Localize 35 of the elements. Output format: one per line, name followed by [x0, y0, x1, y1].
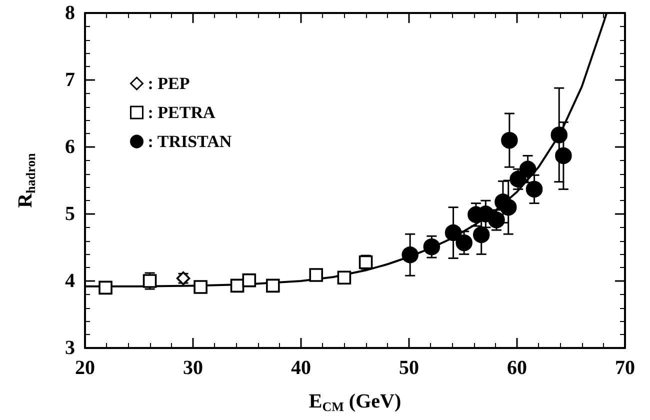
legend-label: : TRISTAN — [148, 132, 232, 151]
point — [230, 278, 244, 293]
y-tick-label: 5 — [65, 203, 75, 225]
point — [555, 147, 572, 164]
y-tick-label: 4 — [65, 270, 75, 292]
point — [98, 280, 112, 295]
point — [456, 234, 472, 252]
point — [309, 268, 324, 282]
legend-label: : PETRA — [148, 103, 216, 122]
point — [402, 246, 418, 264]
y-tick-label: 3 — [65, 337, 75, 359]
x-tick-label: 20 — [75, 357, 95, 379]
x-tick-label: 50 — [399, 357, 419, 379]
point — [519, 160, 536, 178]
y-tick-label: 8 — [65, 2, 75, 24]
point — [500, 198, 517, 216]
point — [194, 280, 208, 294]
x-tick-label: 30 — [183, 357, 203, 379]
point — [266, 278, 280, 293]
point — [444, 224, 462, 242]
x-tick-label: 40 — [291, 357, 311, 379]
point — [501, 132, 518, 149]
point — [423, 238, 440, 256]
x-tick-label: 70 — [615, 357, 635, 379]
x-tick-label: 60 — [507, 357, 527, 379]
y-tick-label: 6 — [65, 136, 75, 158]
point — [526, 180, 543, 198]
y-tick-label: 7 — [65, 69, 75, 91]
point — [488, 212, 505, 228]
point — [550, 126, 568, 144]
y-axis-title: Rhadron — [14, 152, 38, 208]
point — [337, 270, 352, 285]
point — [510, 170, 526, 188]
legend-label: : PEP — [148, 74, 190, 93]
point — [242, 273, 256, 288]
